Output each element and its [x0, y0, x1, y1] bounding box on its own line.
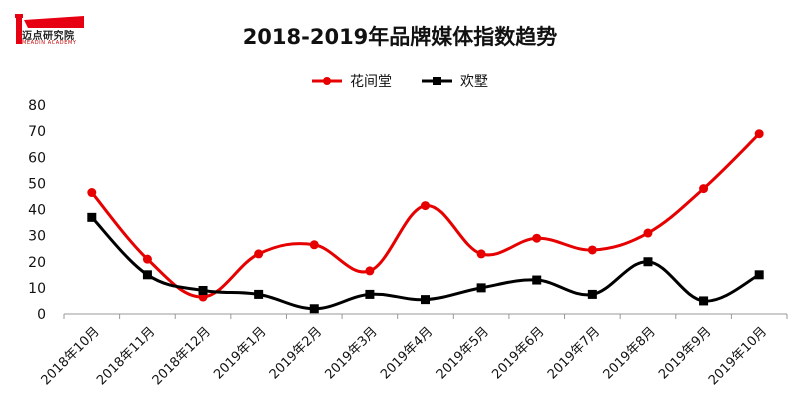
series-1-point: [254, 249, 264, 259]
x-tick-label: 2018年12月: [150, 324, 214, 388]
y-tick-label: 80: [28, 98, 46, 114]
x-tick-label: 2019年4月: [378, 324, 436, 382]
x-tick-label: 2019年10月: [706, 324, 770, 388]
series-2-point: [643, 257, 653, 267]
x-tick-label: 2019年7月: [545, 324, 603, 382]
x-tick-label: 2019年8月: [601, 324, 659, 382]
chart-title: 2018-2019年品牌媒体指数趋势: [242, 25, 558, 49]
legend-item-series-2: 欢墅: [422, 71, 488, 91]
logo-name: 迈点研究院: [22, 31, 75, 42]
logo-subtitle: MEADIN ACADEMY: [22, 40, 77, 46]
y-tick-label: 30: [28, 229, 46, 245]
series-2-point: [532, 275, 542, 285]
x-tick-label: 2018年10月: [39, 324, 103, 388]
series-2-point: [198, 285, 208, 295]
x-tick-label: 2019年9月: [656, 324, 714, 382]
series-line-1: [90, 132, 761, 299]
series-2-point: [309, 304, 319, 314]
series-2-point: [754, 270, 764, 280]
series-1-point: [476, 249, 486, 259]
chart-legend: 花间堂 欢墅: [0, 71, 800, 91]
x-tick-label: 2019年2月: [267, 324, 325, 382]
series-2-point: [421, 295, 430, 305]
series-1-point: [142, 254, 152, 264]
y-tick-label: 40: [28, 203, 46, 219]
y-tick-label: 20: [28, 255, 46, 271]
series-1-point: [365, 266, 375, 276]
y-tick-label: 0: [37, 307, 46, 323]
series-1-point: [754, 129, 764, 139]
legend-item-series-1: 花间堂: [312, 71, 392, 91]
logo: [15, 14, 84, 44]
series-1-point: [699, 184, 709, 194]
x-tick-label: 2018年11月: [94, 324, 158, 388]
series-2-point: [476, 283, 486, 293]
series-1-point: [309, 240, 319, 250]
series-2-point: [142, 270, 152, 280]
series-1-point: [87, 188, 97, 198]
x-tick-label: 2019年6月: [489, 324, 547, 382]
legend-marker-circle-icon: [312, 77, 342, 85]
series-1-point: [587, 245, 597, 255]
series-2-point: [587, 289, 597, 299]
y-tick-label: 60: [28, 150, 46, 166]
legend-marker-square-icon: [422, 77, 452, 85]
series-2-point: [254, 289, 264, 299]
y-tick-label: 10: [28, 281, 46, 297]
series-2-point: [365, 289, 375, 299]
x-tick-label: 2019年1月: [211, 324, 269, 382]
x-tick-label: 2019年5月: [434, 324, 492, 382]
legend-label-series-1: 花间堂: [350, 74, 392, 90]
y-tick-label: 70: [28, 124, 46, 140]
x-tick-label: 2019年3月: [322, 324, 380, 382]
legend-label-series-2: 欢墅: [460, 74, 488, 90]
series-2-point: [699, 296, 709, 306]
series-1-point: [421, 201, 430, 211]
y-tick-label: 50: [28, 176, 46, 192]
series-2-point: [87, 212, 97, 222]
series-1-point: [532, 233, 542, 243]
series-1-point: [643, 228, 653, 238]
